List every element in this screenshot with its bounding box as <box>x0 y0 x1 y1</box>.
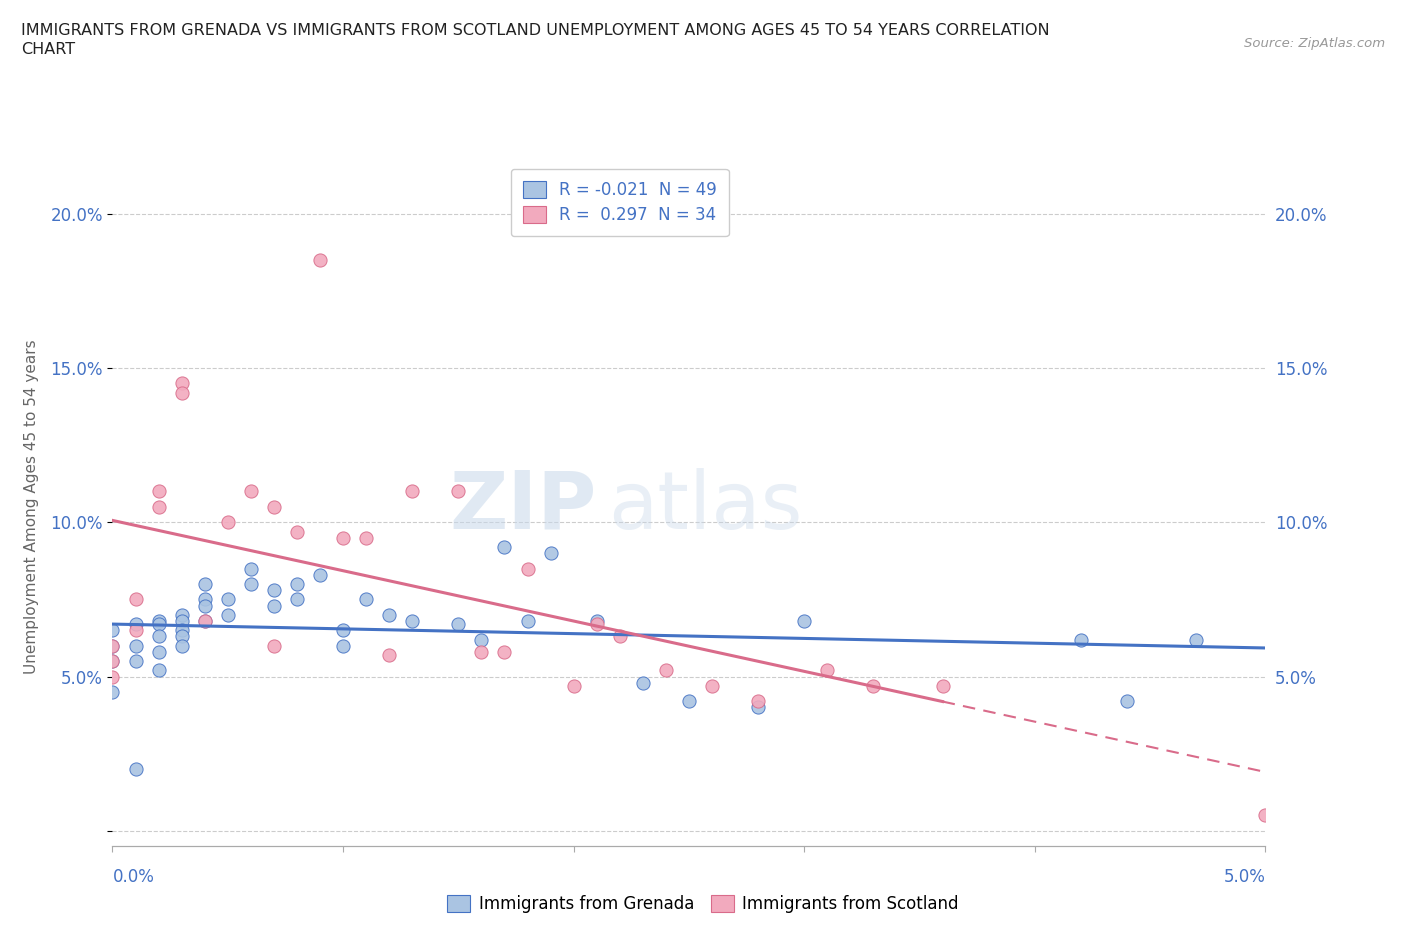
Point <box>378 607 401 622</box>
Point <box>585 614 607 629</box>
Point <box>148 663 170 678</box>
Point <box>332 638 354 653</box>
Point <box>170 385 193 400</box>
Point <box>1116 694 1139 709</box>
Point <box>470 632 492 647</box>
Point <box>401 614 423 629</box>
Point <box>747 700 769 715</box>
Point <box>516 561 538 576</box>
Text: ZIP: ZIP <box>450 468 596 546</box>
Point <box>148 499 170 514</box>
Point <box>285 525 308 539</box>
Point <box>700 678 723 693</box>
Point <box>263 638 285 653</box>
Point <box>332 530 354 545</box>
Point <box>678 694 700 709</box>
Point <box>309 567 332 582</box>
Point <box>815 663 838 678</box>
Point <box>101 654 124 669</box>
Point <box>1254 808 1277 823</box>
Point <box>148 644 170 659</box>
Point <box>194 598 217 613</box>
Point <box>401 484 423 498</box>
Point <box>585 617 607 631</box>
Point <box>285 592 308 607</box>
Point <box>263 598 285 613</box>
Point <box>170 623 193 638</box>
Point <box>194 614 217 629</box>
Point <box>124 638 146 653</box>
Y-axis label: Unemployment Among Ages 45 to 54 years: Unemployment Among Ages 45 to 54 years <box>24 339 39 674</box>
Point <box>354 592 377 607</box>
Point <box>217 592 239 607</box>
Point <box>217 515 239 530</box>
Point <box>101 654 124 669</box>
Point <box>540 546 562 561</box>
Point <box>170 614 193 629</box>
Point <box>516 614 538 629</box>
Point <box>470 644 492 659</box>
Point <box>263 499 285 514</box>
Point <box>447 484 470 498</box>
Point <box>747 694 769 709</box>
Point <box>148 617 170 631</box>
Text: atlas: atlas <box>609 468 803 546</box>
Point <box>194 592 217 607</box>
Point <box>609 629 631 644</box>
Point <box>217 607 239 622</box>
Legend: Immigrants from Grenada, Immigrants from Scotland: Immigrants from Grenada, Immigrants from… <box>439 887 967 922</box>
Point <box>494 539 516 554</box>
Point <box>124 762 146 777</box>
Point <box>239 577 262 591</box>
Point <box>124 654 146 669</box>
Point <box>101 623 124 638</box>
Text: IMMIGRANTS FROM GRENADA VS IMMIGRANTS FROM SCOTLAND UNEMPLOYMENT AMONG AGES 45 T: IMMIGRANTS FROM GRENADA VS IMMIGRANTS FR… <box>21 23 1050 38</box>
Point <box>124 617 146 631</box>
Point <box>562 678 585 693</box>
Point <box>309 253 332 268</box>
Legend: R = -0.021  N = 49, R =  0.297  N = 34: R = -0.021 N = 49, R = 0.297 N = 34 <box>510 169 728 236</box>
Point <box>332 623 354 638</box>
Point <box>447 617 470 631</box>
Point <box>1070 632 1092 647</box>
Point <box>194 614 217 629</box>
Point <box>170 629 193 644</box>
Text: CHART: CHART <box>21 42 75 57</box>
Point <box>239 484 262 498</box>
Point <box>101 638 124 653</box>
Point <box>378 647 401 662</box>
Point <box>124 592 146 607</box>
Point <box>148 484 170 498</box>
Point <box>148 614 170 629</box>
Text: 5.0%: 5.0% <box>1223 868 1265 885</box>
Point <box>354 530 377 545</box>
Point <box>631 675 654 690</box>
Point <box>148 629 170 644</box>
Point <box>239 561 262 576</box>
Point <box>285 577 308 591</box>
Point <box>101 684 124 699</box>
Point <box>793 614 815 629</box>
Point <box>124 623 146 638</box>
Point <box>931 678 953 693</box>
Point <box>194 577 217 591</box>
Point <box>170 607 193 622</box>
Point <box>170 376 193 391</box>
Point <box>101 670 124 684</box>
Point <box>1185 632 1208 647</box>
Point <box>494 644 516 659</box>
Text: Source: ZipAtlas.com: Source: ZipAtlas.com <box>1244 37 1385 50</box>
Text: 0.0%: 0.0% <box>112 868 155 885</box>
Point <box>655 663 678 678</box>
Point <box>263 583 285 598</box>
Point <box>101 638 124 653</box>
Point <box>170 638 193 653</box>
Point <box>862 678 884 693</box>
